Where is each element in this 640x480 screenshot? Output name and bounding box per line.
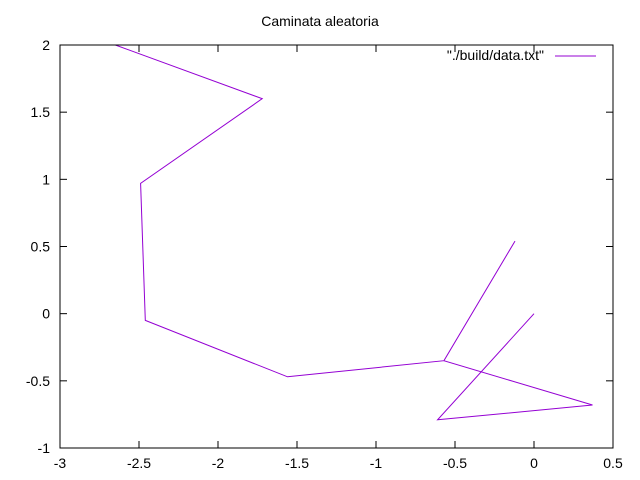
y-tick-label: 1.5: [31, 104, 51, 120]
y-tick-label: 1: [42, 171, 50, 187]
axis-tick-labels: -3 -2.5 -2 -1.5 -1 -0.5 0 0.5 -1 -0.5 0 0.5 1 1.5 2: [26, 37, 623, 471]
y-tick-label: 0: [42, 306, 50, 322]
y-tick-label: 0.5: [31, 239, 51, 255]
y-tick-label: 2: [42, 37, 50, 53]
x-tick-label: -1: [370, 455, 383, 471]
x-tick-label: -0.5: [443, 455, 467, 471]
chart-title: Caminata aleatoria: [261, 13, 379, 29]
plot-frame: [59, 44, 614, 449]
y-tick-label: -0.5: [26, 373, 50, 389]
x-tick-label: -1.5: [285, 455, 309, 471]
x-tick-label: -2: [212, 455, 225, 471]
x-tick-label: -3: [54, 455, 67, 471]
y-tick-label: -1: [38, 440, 51, 456]
legend-label: "./build/data.txt": [447, 47, 544, 63]
series-layer: [115, 44, 593, 421]
legend: "./build/data.txt": [447, 47, 596, 63]
x-tick-label: -2.5: [127, 455, 151, 471]
x-tick-label: 0: [530, 455, 538, 471]
series-line: [115, 44, 593, 421]
x-tick-label: 0.5: [603, 455, 623, 471]
